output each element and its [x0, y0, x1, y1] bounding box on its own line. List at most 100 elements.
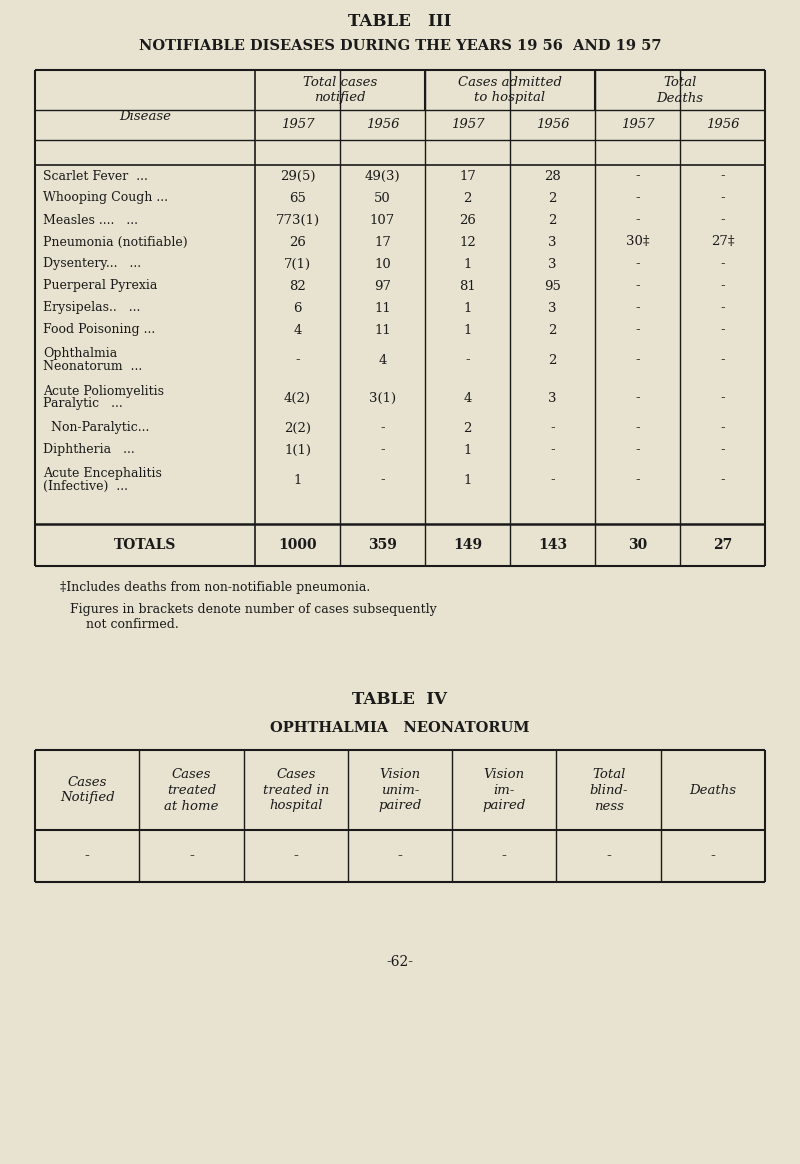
- Text: TABLE  IV: TABLE IV: [353, 691, 447, 709]
- Text: 2: 2: [548, 213, 557, 227]
- Text: 6: 6: [294, 301, 302, 314]
- Text: -: -: [720, 279, 725, 292]
- Text: 17: 17: [374, 235, 391, 248]
- Text: 49(3): 49(3): [365, 170, 400, 183]
- Text: 1957: 1957: [281, 119, 314, 132]
- Text: 1956: 1956: [706, 119, 739, 132]
- Text: Neonatorum  ...: Neonatorum ...: [43, 360, 142, 372]
- Text: 4: 4: [378, 354, 386, 367]
- Text: Vision
im-
paired: Vision im- paired: [482, 767, 526, 812]
- Text: -: -: [720, 474, 725, 487]
- Text: 1: 1: [463, 443, 472, 456]
- Text: 143: 143: [538, 538, 567, 552]
- Text: Figures in brackets denote number of cases subsequently: Figures in brackets denote number of cas…: [70, 603, 437, 617]
- Text: -: -: [635, 257, 640, 270]
- Text: -: -: [398, 849, 402, 863]
- Text: 1: 1: [463, 257, 472, 270]
- Text: 29(5): 29(5): [280, 170, 315, 183]
- Text: Whooping Cough ...: Whooping Cough ...: [43, 192, 168, 205]
- Text: 3(1): 3(1): [369, 391, 396, 405]
- Text: Cases
treated in
hospital: Cases treated in hospital: [262, 767, 329, 812]
- Text: 30: 30: [628, 538, 647, 552]
- Text: 2: 2: [463, 192, 472, 205]
- Text: -: -: [550, 421, 555, 434]
- Text: TABLE   III: TABLE III: [348, 14, 452, 30]
- Text: -: -: [635, 213, 640, 227]
- Text: 50: 50: [374, 192, 391, 205]
- Text: -: -: [465, 354, 470, 367]
- Text: -: -: [635, 421, 640, 434]
- Text: 81: 81: [459, 279, 476, 292]
- Text: -: -: [720, 213, 725, 227]
- Text: -: -: [720, 443, 725, 456]
- Text: -: -: [720, 324, 725, 336]
- Text: 2: 2: [548, 354, 557, 367]
- Text: 65: 65: [289, 192, 306, 205]
- Text: -: -: [85, 849, 90, 863]
- Text: 3: 3: [548, 235, 557, 248]
- Text: 2: 2: [463, 421, 472, 434]
- Text: 11: 11: [374, 301, 391, 314]
- Text: 1956: 1956: [366, 119, 399, 132]
- Text: 12: 12: [459, 235, 476, 248]
- Text: -: -: [550, 443, 555, 456]
- Text: -: -: [295, 354, 300, 367]
- Text: 359: 359: [368, 538, 397, 552]
- Text: Measles ....   ...: Measles .... ...: [43, 213, 138, 227]
- Text: -: -: [720, 421, 725, 434]
- Text: 1957: 1957: [621, 119, 654, 132]
- Text: 4: 4: [294, 324, 302, 336]
- Text: 2(2): 2(2): [284, 421, 311, 434]
- Text: -: -: [635, 474, 640, 487]
- Text: 3: 3: [548, 391, 557, 405]
- Text: -: -: [720, 257, 725, 270]
- Text: Ophthalmia: Ophthalmia: [43, 348, 118, 361]
- Text: -: -: [380, 474, 385, 487]
- Text: -: -: [550, 474, 555, 487]
- Text: 30‡: 30‡: [626, 235, 650, 248]
- Text: 11: 11: [374, 324, 391, 336]
- Text: Scarlet Fever  ...: Scarlet Fever ...: [43, 170, 148, 183]
- Text: OPHTHALMIA   NEONATORUM: OPHTHALMIA NEONATORUM: [270, 721, 530, 734]
- Text: Cases
treated
at home: Cases treated at home: [164, 767, 218, 812]
- Text: 82: 82: [289, 279, 306, 292]
- Text: Dysentery...   ...: Dysentery... ...: [43, 257, 141, 270]
- Text: Non-Paralytic...: Non-Paralytic...: [43, 421, 150, 434]
- Text: Acute Encephalitis: Acute Encephalitis: [43, 468, 162, 481]
- Text: 149: 149: [453, 538, 482, 552]
- Text: -: -: [635, 192, 640, 205]
- Text: 10: 10: [374, 257, 391, 270]
- Text: 97: 97: [374, 279, 391, 292]
- Text: -: -: [720, 170, 725, 183]
- Text: 26: 26: [459, 213, 476, 227]
- Text: Erysipelas..   ...: Erysipelas.. ...: [43, 301, 140, 314]
- Text: 3: 3: [548, 301, 557, 314]
- Text: -: -: [720, 192, 725, 205]
- Text: Pneumonia (notifiable): Pneumonia (notifiable): [43, 235, 188, 248]
- Text: -: -: [720, 354, 725, 367]
- Text: -: -: [635, 279, 640, 292]
- Text: -: -: [635, 354, 640, 367]
- Text: -: -: [635, 170, 640, 183]
- Text: 3: 3: [548, 257, 557, 270]
- Text: Total
blind-
ness: Total blind- ness: [590, 767, 628, 812]
- Text: TOTALS: TOTALS: [114, 538, 176, 552]
- Text: 1: 1: [463, 301, 472, 314]
- Text: 2: 2: [548, 324, 557, 336]
- Text: Total cases
notified: Total cases notified: [303, 76, 377, 105]
- Text: -: -: [710, 849, 715, 863]
- Text: 7(1): 7(1): [284, 257, 311, 270]
- Text: Disease: Disease: [119, 111, 171, 123]
- Text: (Infective)  ...: (Infective) ...: [43, 480, 128, 492]
- Text: -: -: [380, 421, 385, 434]
- Text: -: -: [606, 849, 611, 863]
- Text: 27‡: 27‡: [710, 235, 734, 248]
- Text: 1: 1: [463, 324, 472, 336]
- Text: 28: 28: [544, 170, 561, 183]
- Text: 1956: 1956: [536, 119, 570, 132]
- Text: -: -: [720, 301, 725, 314]
- Text: Paralytic   ...: Paralytic ...: [43, 397, 122, 411]
- Text: 4: 4: [463, 391, 472, 405]
- Text: Cases
Notified: Cases Notified: [60, 775, 114, 804]
- Text: Puerperal Pyrexia: Puerperal Pyrexia: [43, 279, 158, 292]
